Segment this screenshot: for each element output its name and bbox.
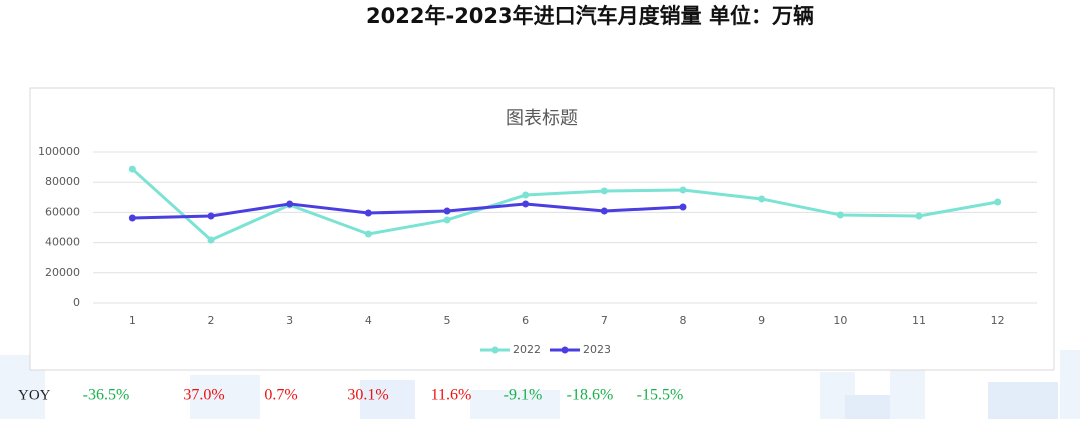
data-point: [286, 200, 294, 208]
yoy-value: -36.5%: [83, 387, 130, 404]
data-point: [758, 195, 766, 203]
series-line: [131, 167, 998, 242]
data-point: [994, 198, 1002, 206]
x-tick-label: 1: [129, 314, 136, 327]
yoy-value: -15.5%: [637, 387, 684, 404]
data-point: [915, 212, 923, 220]
yoy-value: -9.1%: [504, 387, 543, 404]
y-tick-label: 20000: [45, 266, 80, 279]
x-tick-label: 10: [833, 314, 847, 327]
yoy-value: 37.0%: [183, 387, 224, 404]
y-tick-label: 40000: [45, 236, 80, 249]
data-point: [522, 200, 530, 208]
legend-marker: [491, 346, 499, 354]
x-tick-label: 4: [365, 314, 372, 327]
yoy-label: YOY: [18, 387, 51, 403]
x-tick-label: 7: [601, 314, 608, 327]
data-point: [522, 191, 530, 199]
data-point: [207, 212, 215, 220]
chart-area: [29, 87, 1055, 371]
x-tick-label: 8: [680, 314, 687, 327]
background-decoration: [0, 350, 1080, 419]
y-tick-label: 60000: [45, 205, 80, 218]
data-point: [128, 214, 136, 222]
data-point: [443, 216, 451, 224]
x-tick-label: 12: [991, 314, 1005, 327]
data-point: [600, 187, 608, 195]
yoy-value: 30.1%: [347, 387, 388, 404]
data-point: [443, 207, 451, 215]
data-point: [364, 209, 372, 217]
x-tick-label: 2: [208, 314, 215, 327]
legend-label: 2022: [513, 343, 541, 356]
y-tick-label: 100000: [38, 145, 80, 158]
x-tick-label: 6: [522, 314, 529, 327]
x-tick-label: 11: [912, 314, 926, 327]
yoy-value: -18.6%: [567, 387, 614, 404]
y-tick-label: 80000: [45, 175, 80, 188]
yoy-value: 11.6%: [431, 387, 472, 404]
legend-label: 2023: [583, 343, 611, 356]
y-tick-label: 0: [73, 296, 80, 309]
yoy-value: 0.7%: [264, 387, 297, 404]
data-point: [364, 230, 372, 238]
legend-marker: [561, 346, 569, 354]
series-line: [132, 202, 684, 220]
data-point: [128, 165, 136, 173]
page-title: 2022年-2023年进口汽车月度销量 单位：万辆: [366, 4, 814, 28]
x-tick-label: 9: [758, 314, 765, 327]
x-tick-label: 5: [444, 314, 451, 327]
data-point: [836, 211, 844, 219]
data-point: [679, 186, 687, 194]
data-point: [679, 203, 687, 211]
chart-title: 图表标题: [506, 108, 578, 129]
data-point: [207, 236, 215, 244]
x-tick-label: 3: [286, 314, 293, 327]
data-point: [600, 207, 608, 215]
